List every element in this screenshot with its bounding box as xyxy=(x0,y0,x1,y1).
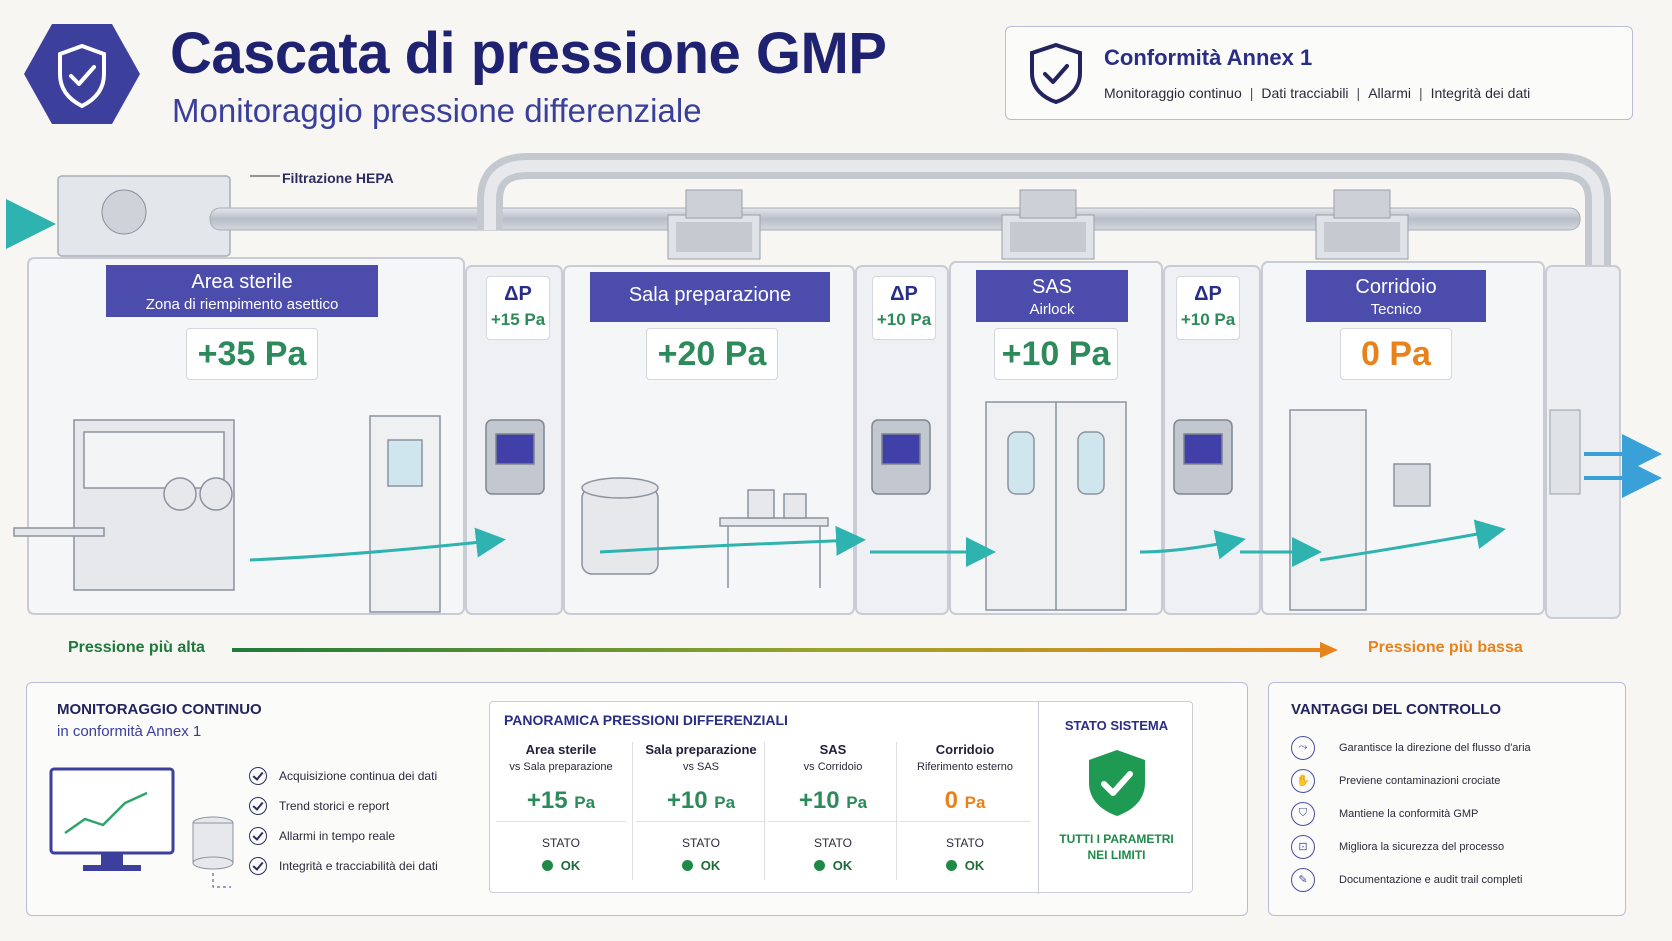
room-label-sala-preparazione: Sala preparazione xyxy=(590,272,830,322)
list-item: ⊡ Migliora la sicurezza del processo xyxy=(1291,830,1531,863)
list-item: Trend storici e report xyxy=(249,791,438,821)
shield-check-icon xyxy=(1030,42,1082,105)
status-badge: OK xyxy=(496,858,626,873)
list-item: ✋ Previene contaminazioni crociate xyxy=(1291,764,1531,797)
status-badge: OK xyxy=(900,858,1030,873)
annex-title: Conformità Annex 1 xyxy=(1104,45,1313,70)
lock-icon: ⊡ xyxy=(1291,834,1315,859)
annex-item: Monitoraggio continuo xyxy=(1104,85,1242,101)
pressure-corridoio: 0 Pa xyxy=(1340,328,1452,380)
check-icon xyxy=(249,767,267,785)
high-pressure-label: Pressione più alta xyxy=(68,639,205,656)
hepa-filter-box xyxy=(667,214,761,260)
status-badge: OK xyxy=(636,858,766,873)
hepa-filter-box xyxy=(1001,214,1095,260)
door-icon xyxy=(369,415,441,613)
page-title: Cascata di pressione GMP xyxy=(170,21,887,86)
shield-icon: ⛉ xyxy=(1291,801,1315,826)
check-icon xyxy=(249,857,267,875)
door-icon xyxy=(1289,409,1431,611)
list-item: Allarmi in tempo reale xyxy=(249,821,438,851)
page-subtitle: Monitoraggio pressione differenziale xyxy=(172,92,702,129)
airflow-icon: ⤳ xyxy=(1291,735,1315,760)
annex-item: Dati tracciabili xyxy=(1261,85,1349,101)
monitoring-subtitle: in conformità Annex 1 xyxy=(57,723,202,740)
exhaust-grille xyxy=(1549,409,1581,495)
pressure-overview-table: PANORAMICA PRESSIONI DIFFERENZIALI Area … xyxy=(489,701,1194,894)
list-item: Acquisizione continua dei dati xyxy=(249,761,438,791)
check-icon xyxy=(249,797,267,815)
system-status: STATO SISTEMA TUTTI I PARAMETRI NEI LIMI… xyxy=(1038,702,1194,894)
delta-p-badge: ΔP +10 Pa xyxy=(1176,276,1240,340)
pressure-sas: +10 Pa xyxy=(994,328,1118,380)
check-icon xyxy=(249,827,267,845)
advantages-title: VANTAGGI DEL CONTROLLO xyxy=(1291,701,1501,718)
advantages-panel: VANTAGGI DEL CONTROLLO ⤳ Garantisce la di… xyxy=(1268,682,1626,916)
monitoring-checklist: Acquisizione continua dei dati Trend sto… xyxy=(249,761,438,881)
annex-item: Integrità dei dati xyxy=(1430,85,1531,101)
monitoring-panel: MONITORAGGIO CONTINUO in conformità Anne… xyxy=(26,682,1248,916)
list-item: ⤳ Garantisce la direzione del flusso d'ar… xyxy=(1291,731,1531,764)
pressure-area-sterile: +35 Pa xyxy=(186,328,318,380)
hepa-filter-box xyxy=(1315,214,1409,260)
room-label-area-sterile: Area sterile Zona di riempimento asettic… xyxy=(106,265,378,317)
overview-title: PANORAMICA PRESSIONI DIFFERENZIALI xyxy=(504,712,788,728)
advantages-list: ⤳ Garantisce la direzione del flusso d'ar… xyxy=(1291,731,1531,896)
overview-column: Area sterile vs Sala preparazione +15 Pa… xyxy=(496,742,626,882)
annex-compliance-card: Conformità Annex 1 Monitoraggio continuo… xyxy=(1005,26,1633,120)
pressure-sensor-icon xyxy=(871,419,931,495)
room-label-corridoio: Corridoio Tecnico xyxy=(1306,270,1486,322)
overview-column: Sala preparazione vs SAS +10 Pa STATO OK xyxy=(636,742,766,882)
delta-p-badge: ΔP +10 Pa xyxy=(872,276,936,340)
hand-icon: ✋ xyxy=(1291,768,1315,793)
monitor-database-icon xyxy=(49,767,234,888)
delta-p-badge: ΔP +15 Pa xyxy=(486,276,550,340)
list-item: Integrità e tracciabilità dei dati xyxy=(249,851,438,881)
shield-check-icon xyxy=(1088,750,1145,816)
overview-column: SAS vs Corridoio +10 Pa STATO OK xyxy=(768,742,898,882)
list-item: ⛉ Mantiene la conformità GMP xyxy=(1291,797,1531,830)
status-badge: OK xyxy=(768,858,898,873)
pressure-gradient-arrow xyxy=(232,642,1338,658)
air-outlet-arrows xyxy=(1584,434,1662,498)
filling-machine xyxy=(13,419,235,591)
overview-column: Corridoio Riferimento esterno 0 Pa STATO… xyxy=(900,742,1030,882)
annex-item: Allarmi xyxy=(1368,85,1411,101)
list-item: ✎ Documentazione e audit trail completi xyxy=(1291,863,1531,896)
airflow-arrows xyxy=(249,519,1506,567)
low-pressure-label: Pressione più bassa xyxy=(1368,639,1523,656)
pressure-sensor-icon xyxy=(485,419,545,495)
annex-items: Monitoraggio continuo | Dati tracciabili |… xyxy=(1104,85,1531,101)
monitoring-title: MONITORAGGIO CONTINUO xyxy=(57,701,262,718)
hepa-label: Filtrazione HEPA xyxy=(282,170,394,186)
double-door-icon xyxy=(985,401,1127,611)
pressure-sensor-icon xyxy=(1173,419,1233,495)
room-label-sas: SAS Airlock xyxy=(976,270,1128,322)
document-icon: ✎ xyxy=(1291,867,1315,892)
logo-shield-icon xyxy=(24,24,140,124)
pressure-sala-preparazione: +20 Pa xyxy=(646,328,778,380)
